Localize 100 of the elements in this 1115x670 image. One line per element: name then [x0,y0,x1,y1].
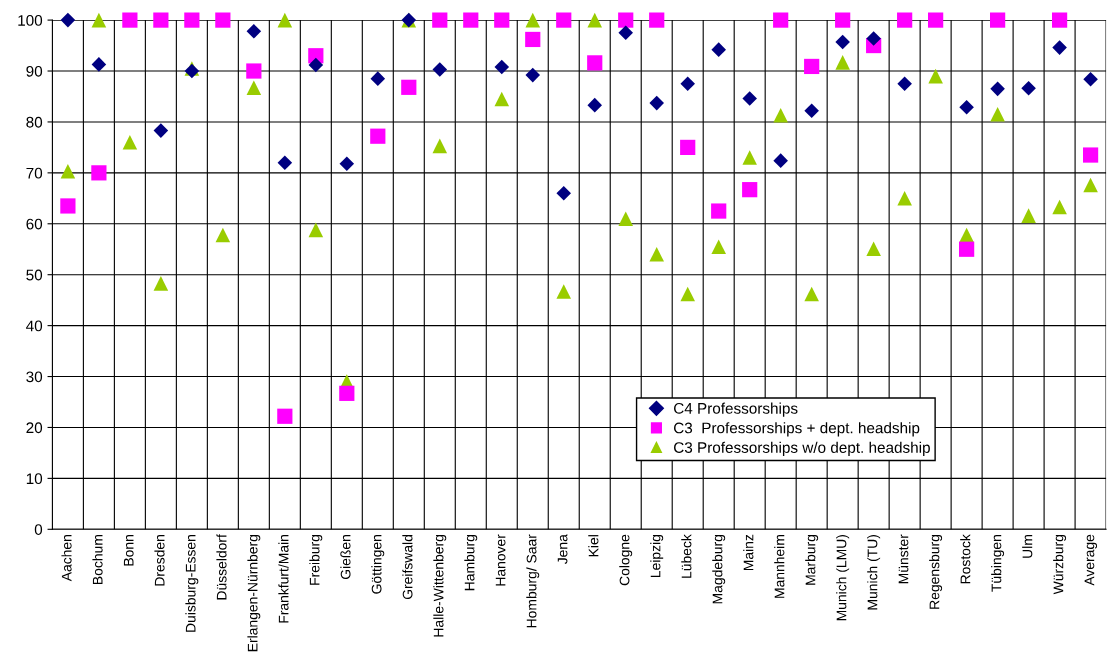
point [804,103,819,119]
x-tick-label: Average [1084,534,1098,586]
point [928,12,944,28]
point [60,198,76,214]
point [711,239,726,254]
point [990,81,1005,97]
point [339,156,355,171]
point [370,71,386,86]
point [959,241,975,257]
x-tick-label: Frankfurt/Main [278,535,289,623]
point [1082,147,1099,163]
x-tick-label: Aachen [61,535,72,582]
point [649,12,665,28]
x-tick-label: Erlangen-Nürnberg [247,535,261,652]
point [649,247,664,262]
point [1051,12,1068,28]
point [866,241,881,257]
x-tick-label: Magdeburg [712,535,726,604]
point [91,57,107,72]
point [742,182,758,198]
x-tick-label: Leipzig [650,535,664,578]
point [153,276,169,291]
y-tick-label: 40 [26,320,43,332]
point [122,135,138,150]
point [494,91,510,107]
point [680,76,695,92]
point [432,62,448,77]
legend-label: C3 Professorships w/o dept. headship [674,441,930,456]
x-tick-label: Jena [557,534,568,565]
y-tick-label: 90 [26,65,43,77]
point [153,123,169,138]
x-tick-label: Düsseldorf [216,534,227,600]
point [525,12,541,28]
point [494,12,510,28]
point [370,128,386,144]
x-tick-label: Homburg/ Saar [526,534,540,628]
point [432,138,448,154]
point [835,34,850,50]
point [649,95,664,111]
point [618,12,634,28]
point [91,165,107,181]
point [959,227,974,243]
point [308,57,324,73]
y-tick-label: 60 [26,218,43,230]
x-tick-label: Hanover [495,534,506,586]
point [680,139,696,156]
x-tick-label: Rostock [960,534,971,584]
point [1083,71,1098,87]
point [773,108,788,123]
point [587,12,603,28]
point [308,222,324,238]
point [60,164,76,179]
y-tick-label: 30 [26,371,43,383]
x-tick-label: Göttingen [371,535,385,594]
point [122,12,138,28]
point [401,79,417,95]
x-tick-label: Halle-Wittenberg [433,535,447,637]
point [1021,81,1036,96]
point [618,211,634,226]
point [773,153,788,168]
point [60,12,76,28]
point [990,107,1005,122]
x-tick-label: Gießen [340,535,351,579]
x-tick-label: Lübeck [681,534,692,578]
x-tick-label: Würzburg [1053,535,1067,595]
x-tick-label: Münster [898,534,909,584]
point [1052,199,1067,215]
point [897,76,912,92]
x-tick-label: Munich (TU) [867,535,881,610]
x-tick-label: Bochum [92,535,103,584]
y-tick-label: 10 [26,473,43,485]
x-tick-label: Bonn [123,535,134,566]
x-tick-label: Mannheim [774,535,785,598]
point [277,12,293,28]
point [587,97,603,113]
x-tick-label: Freiburg [309,535,323,585]
point [91,12,107,28]
point [525,31,541,48]
point [897,191,912,206]
x-tick-label: Regensburg [929,535,943,609]
y-tick-label: 50 [26,269,43,281]
point [184,12,200,28]
x-tick-label: Ulm [1022,535,1033,558]
point [1021,208,1036,223]
x-tick-label: Hamburg [464,535,478,591]
x-tick-label: Tübingen [991,535,1005,592]
y-tick-label: 70 [26,167,43,179]
point [494,59,510,75]
point [711,203,727,219]
point [153,12,169,28]
point [742,91,757,106]
point [525,67,541,83]
point [928,68,943,84]
y-tick-label: 0 [34,524,43,535]
point [587,55,603,71]
point [835,55,850,70]
y-tick-label: 100 [18,14,43,26]
point [990,12,1006,28]
point [711,42,726,57]
x-tick-label: Cologne [619,534,633,586]
